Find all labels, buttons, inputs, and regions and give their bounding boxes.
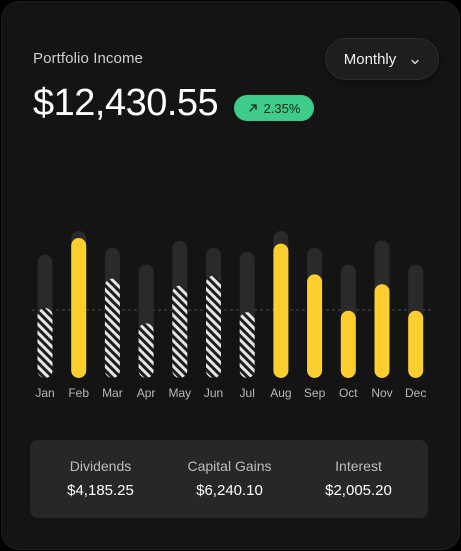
month-label-oct: Oct bbox=[339, 386, 358, 400]
month-label-jul: Jul bbox=[240, 386, 255, 400]
stat-capital-gains: Capital Gains $6,240.10 bbox=[163, 440, 296, 518]
bar-mar[interactable] bbox=[104, 278, 120, 378]
bar-jul[interactable] bbox=[239, 312, 255, 378]
bar-sep[interactable] bbox=[307, 274, 323, 378]
month-label-apr: Apr bbox=[137, 386, 156, 400]
bar-apr[interactable] bbox=[138, 323, 154, 378]
change-value: 2.35% bbox=[263, 100, 301, 116]
period-dropdown[interactable]: Monthly bbox=[325, 38, 439, 80]
stat-label: Dividends bbox=[69, 458, 132, 474]
chevron-down-icon bbox=[410, 54, 420, 65]
stat-label: Capital Gains bbox=[187, 458, 272, 474]
month-label-aug: Aug bbox=[270, 386, 291, 400]
stat-label: Interest bbox=[335, 458, 382, 474]
income-bar-chart: Jan Feb Mar Apr May Jun Jul Aug Sep Oct Nov Dec bbox=[32, 231, 434, 400]
month-label-nov: Nov bbox=[371, 386, 392, 400]
bar-feb[interactable] bbox=[71, 238, 87, 378]
bar-may[interactable] bbox=[172, 285, 188, 378]
month-label-jan: Jan bbox=[35, 386, 54, 400]
period-label: Monthly bbox=[343, 50, 397, 68]
bar-jan[interactable] bbox=[37, 308, 53, 378]
month-label-mar: Mar bbox=[102, 386, 123, 400]
stat-value: $6,240.10 bbox=[196, 482, 263, 499]
month-label-may: May bbox=[168, 386, 191, 400]
month-label-dec: Dec bbox=[405, 386, 426, 400]
bar-nov[interactable] bbox=[374, 284, 390, 378]
stat-value: $4,185.25 bbox=[67, 482, 134, 499]
total-amount: $12,430.55 bbox=[33, 82, 219, 124]
stat-dividends: Dividends $4,185.25 bbox=[34, 440, 167, 518]
bar-oct[interactable] bbox=[340, 310, 356, 378]
month-label-feb: Feb bbox=[68, 386, 89, 400]
card-title: Portfolio Income bbox=[33, 50, 143, 67]
month-label-jun: Jun bbox=[204, 386, 223, 400]
bar-jun[interactable] bbox=[206, 275, 221, 378]
month-label-sep: Sep bbox=[304, 386, 326, 400]
arrow-up-right-icon bbox=[248, 104, 257, 112]
stat-interest: Interest $2,005.20 bbox=[292, 440, 425, 518]
bar-aug[interactable] bbox=[273, 243, 289, 378]
stat-value: $2,005.20 bbox=[325, 482, 392, 499]
bar-dec[interactable] bbox=[408, 310, 424, 378]
income-breakdown: Dividends $4,185.25 Capital Gains $6,240… bbox=[30, 440, 428, 518]
change-badge: 2.35% bbox=[234, 95, 314, 121]
